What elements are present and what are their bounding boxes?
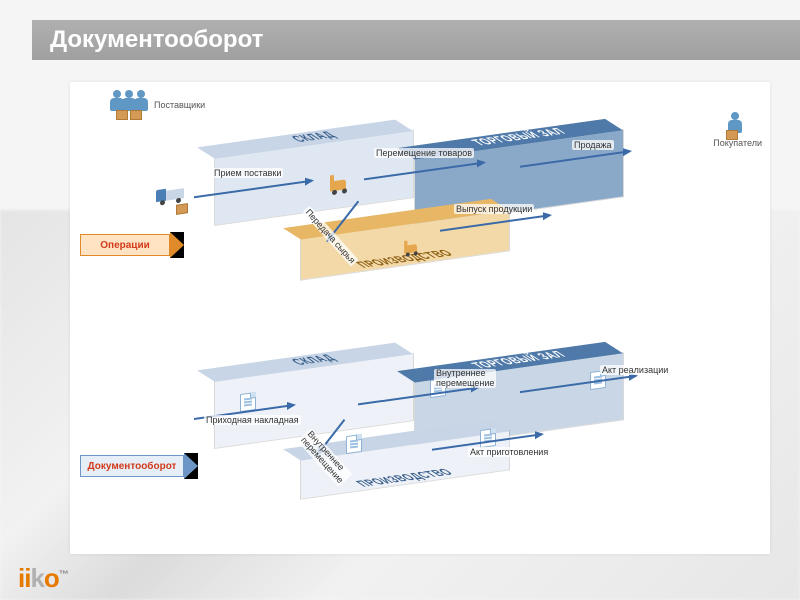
diagram-operations: Поставщики Покупатели СКЛАД ТОРГОВЫЙ ЗАЛ (70, 82, 770, 327)
logo-o: o (44, 563, 59, 593)
doc-internal2-icon (346, 434, 362, 454)
label-doc-incoming: Приходная накладная (204, 415, 301, 425)
page-title: Документооборот (50, 26, 263, 54)
diagram-documents: СКЛАД ТОРГОВЫЙ ЗАЛ ПРОИЗВОДСТВО Приходна… (70, 327, 770, 554)
label-receive: Прием поставки (212, 168, 283, 178)
label-doc-cook: Акт приготовления (468, 447, 550, 457)
label-doc-int1: Внутреннее перемещение (434, 369, 496, 388)
truck-icon (156, 184, 186, 204)
logo-ii: ii (18, 563, 30, 593)
documents-arrow: Документооборот (80, 453, 198, 479)
forklift-prod-icon (404, 239, 422, 256)
title-bar: Документооборот (32, 20, 800, 60)
label-doc-sale: Акт реализации (600, 365, 670, 375)
documents-stage: СКЛАД ТОРГОВЫЙ ЗАЛ ПРОИЗВОДСТВО Приходна… (180, 339, 740, 536)
operations-arrow: Операции (80, 232, 184, 258)
logo: iiko™ (18, 563, 68, 594)
label-output: Выпуск продукции (454, 204, 534, 214)
forklift-icon (330, 172, 352, 193)
label-sale: Продажа (572, 140, 614, 150)
content-panel: Поставщики Покупатели СКЛАД ТОРГОВЫЙ ЗАЛ (70, 82, 770, 554)
logo-tm: ™ (59, 569, 68, 580)
documents-arrow-label: Документооборот (88, 461, 177, 472)
doc-cooking-icon (480, 428, 496, 448)
operations-arrow-label: Операции (100, 240, 150, 251)
boxes-icon (176, 203, 188, 215)
label-transfer-goods: Перемещение товаров (374, 148, 474, 158)
logo-k: k (30, 563, 43, 593)
operations-stage: СКЛАД ТОРГОВЫЙ ЗАЛ ПРОИЗВОДСТВО (180, 104, 740, 309)
